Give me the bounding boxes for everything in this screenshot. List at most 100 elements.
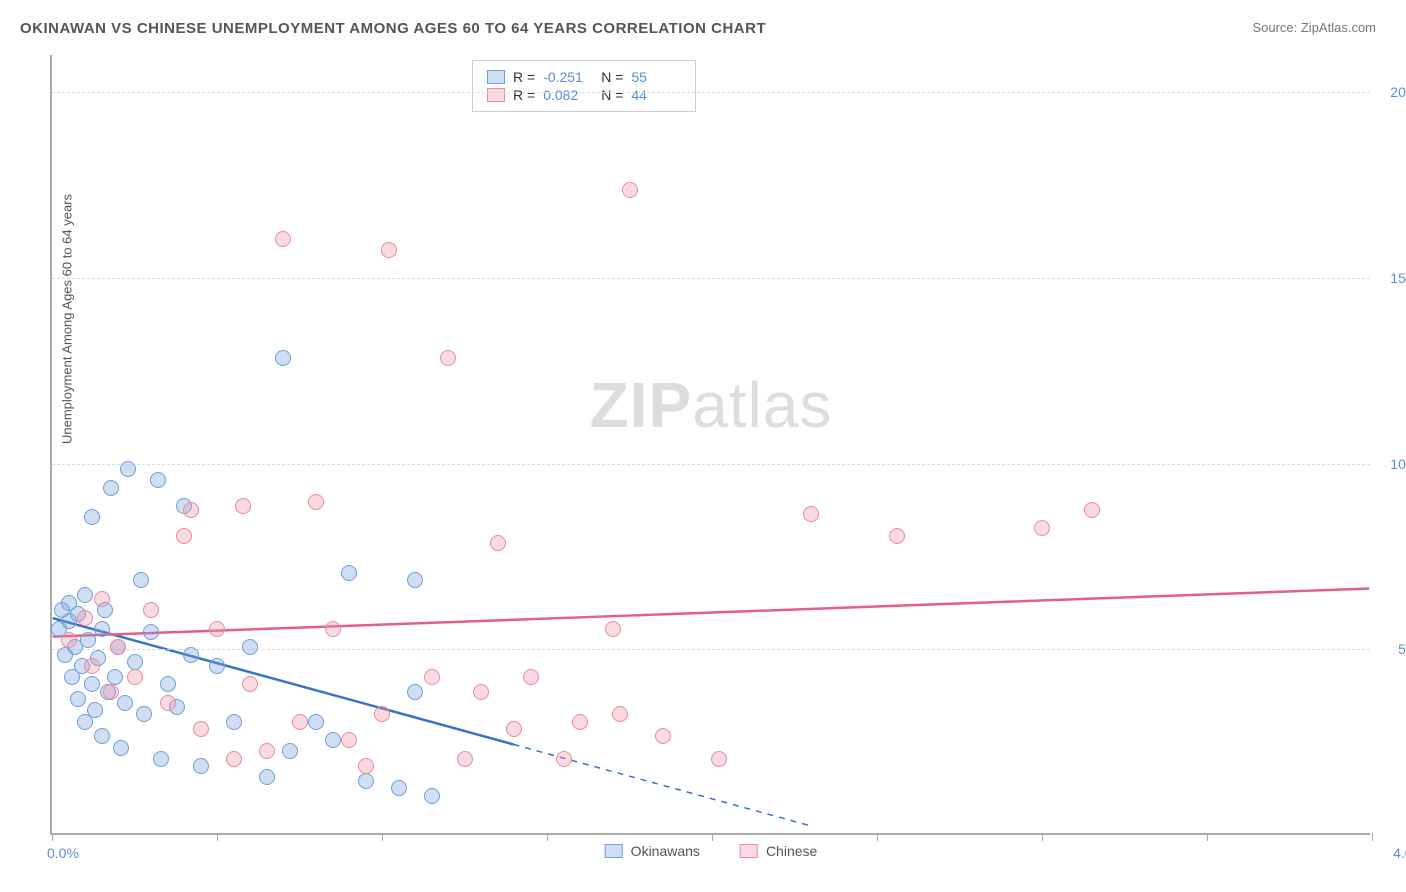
data-point xyxy=(803,506,819,522)
watermark: ZIPatlas xyxy=(590,368,833,442)
data-point xyxy=(523,669,539,685)
x-tick xyxy=(547,833,548,841)
data-point xyxy=(259,769,275,785)
data-point xyxy=(391,780,407,796)
x-tick xyxy=(1042,833,1043,841)
data-point xyxy=(77,610,93,626)
data-point xyxy=(235,498,251,514)
chart-container: OKINAWAN VS CHINESE UNEMPLOYMENT AMONG A… xyxy=(0,0,1406,892)
x-axis-min-label: 0.0% xyxy=(47,845,79,861)
legend-swatch xyxy=(605,844,623,858)
data-point xyxy=(325,732,341,748)
x-tick xyxy=(1207,833,1208,841)
stats-legend: R = -0.251 N = 55 R =0.082N =44 xyxy=(472,60,696,112)
legend-swatch xyxy=(487,88,505,102)
watermark-zip: ZIP xyxy=(590,369,693,441)
y-tick-label: 10.0% xyxy=(1390,456,1406,472)
data-point xyxy=(70,691,86,707)
r-label: R = xyxy=(513,69,535,85)
data-point xyxy=(424,669,440,685)
data-point xyxy=(80,632,96,648)
data-point xyxy=(183,502,199,518)
legend-item: Chinese xyxy=(740,843,817,859)
data-point xyxy=(94,591,110,607)
x-tick xyxy=(217,833,218,841)
x-tick xyxy=(712,833,713,841)
data-point xyxy=(655,728,671,744)
data-point xyxy=(153,751,169,767)
r-value: -0.251 xyxy=(543,69,593,85)
stats-row: R = -0.251 N = 55 xyxy=(487,69,681,85)
chart-title: OKINAWAN VS CHINESE UNEMPLOYMENT AMONG A… xyxy=(20,20,766,37)
gridline xyxy=(52,278,1370,279)
data-point xyxy=(889,528,905,544)
legend-swatch xyxy=(740,844,758,858)
data-point xyxy=(341,565,357,581)
data-point xyxy=(711,751,727,767)
data-point xyxy=(176,528,192,544)
y-tick-label: 20.0% xyxy=(1390,84,1406,100)
x-tick xyxy=(382,833,383,841)
x-tick xyxy=(877,833,878,841)
data-point xyxy=(457,751,473,767)
data-point xyxy=(308,714,324,730)
data-point xyxy=(103,480,119,496)
legend-label: Chinese xyxy=(766,843,817,859)
data-point xyxy=(622,182,638,198)
y-tick-label: 5.0% xyxy=(1398,641,1406,657)
data-point xyxy=(143,624,159,640)
data-point xyxy=(407,572,423,588)
data-point xyxy=(374,706,390,722)
data-point xyxy=(107,669,123,685)
data-point xyxy=(94,728,110,744)
data-point xyxy=(259,743,275,759)
data-point xyxy=(226,714,242,730)
data-point xyxy=(84,676,100,692)
data-point xyxy=(292,714,308,730)
data-point xyxy=(113,740,129,756)
data-point xyxy=(605,621,621,637)
n-label: N = xyxy=(601,87,623,103)
data-point xyxy=(341,732,357,748)
data-point xyxy=(117,695,133,711)
data-point xyxy=(506,721,522,737)
data-point xyxy=(226,751,242,767)
data-point xyxy=(407,684,423,700)
legend-swatch xyxy=(487,70,505,84)
data-point xyxy=(1034,520,1050,536)
data-point xyxy=(325,621,341,637)
data-point xyxy=(120,461,136,477)
stats-row: R =0.082N =44 xyxy=(487,87,681,103)
series-legend: Okinawans Chinese xyxy=(605,843,818,859)
data-point xyxy=(209,621,225,637)
data-point xyxy=(242,639,258,655)
data-point xyxy=(193,758,209,774)
plot-area: Unemployment Among Ages 60 to 64 years Z… xyxy=(50,55,1370,835)
data-point xyxy=(556,751,572,767)
data-point xyxy=(127,654,143,670)
data-point xyxy=(77,587,93,603)
data-point xyxy=(160,676,176,692)
data-point xyxy=(84,509,100,525)
watermark-atlas: atlas xyxy=(692,369,832,441)
y-axis-label: Unemployment Among Ages 60 to 64 years xyxy=(60,194,75,444)
data-point xyxy=(440,350,456,366)
data-point xyxy=(143,602,159,618)
n-label: N = xyxy=(601,69,623,85)
data-point xyxy=(424,788,440,804)
data-point xyxy=(1084,502,1100,518)
data-point xyxy=(473,684,489,700)
data-point xyxy=(103,684,119,700)
data-point xyxy=(84,658,100,674)
data-point xyxy=(110,639,126,655)
data-point xyxy=(133,572,149,588)
gridline xyxy=(52,464,1370,465)
data-point xyxy=(150,472,166,488)
data-point xyxy=(193,721,209,737)
data-point xyxy=(308,494,324,510)
data-point xyxy=(183,647,199,663)
data-point xyxy=(358,758,374,774)
legend-item: Okinawans xyxy=(605,843,700,859)
n-value: 55 xyxy=(631,69,681,85)
r-label: R = xyxy=(513,87,535,103)
